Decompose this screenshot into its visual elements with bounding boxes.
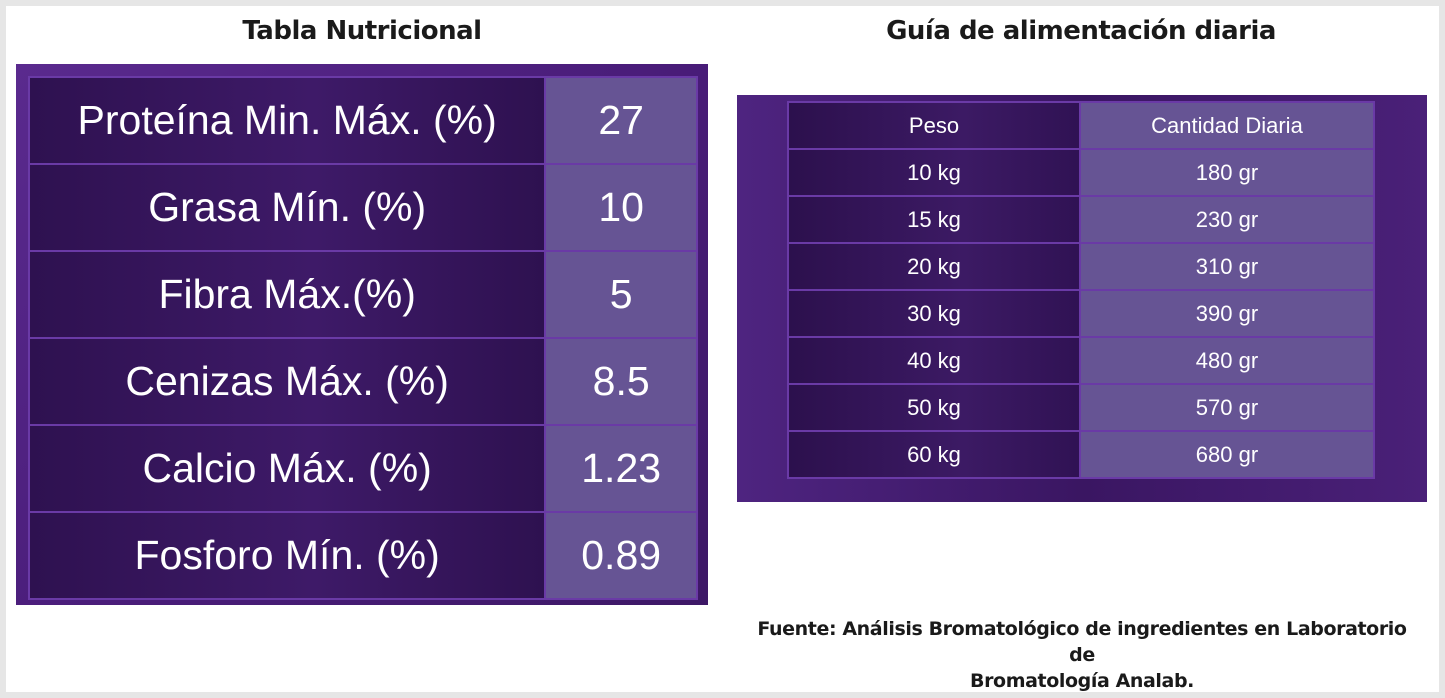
feeding-panel: Peso Cantidad Diaria 10 kg 180 gr 15 kg …	[737, 95, 1427, 502]
weight-cell: 30 kg	[787, 289, 1081, 338]
weight-cell: 20 kg	[787, 242, 1081, 291]
nutrient-value: 5	[544, 250, 698, 339]
weight-cell: 60 kg	[787, 430, 1081, 479]
table-row: Grasa Mín. (%) 10	[27, 163, 698, 252]
table-row: Fibra Máx.(%) 5	[27, 250, 698, 339]
feeding-table: Peso Cantidad Diaria 10 kg 180 gr 15 kg …	[787, 101, 1375, 479]
weight-cell: 10 kg	[787, 148, 1081, 197]
table-header-row: Peso Cantidad Diaria	[787, 101, 1375, 150]
amount-cell: 180 gr	[1079, 148, 1375, 197]
weight-cell: 15 kg	[787, 195, 1081, 244]
table-row: Proteína Min. Máx. (%) 27	[27, 76, 698, 165]
table-row: Fosforo Mín. (%) 0.89	[27, 511, 698, 600]
nutrient-label: Proteína Min. Máx. (%)	[27, 76, 547, 165]
table-row: Cenizas Máx. (%) 8.5	[27, 337, 698, 426]
amount-header: Cantidad Diaria	[1079, 101, 1375, 150]
table-row: 30 kg 390 gr	[787, 289, 1375, 338]
amount-cell: 230 gr	[1079, 195, 1375, 244]
nutrient-label: Grasa Mín. (%)	[27, 163, 547, 252]
source-note: Fuente: Análisis Bromatológico de ingred…	[746, 616, 1418, 694]
nutrient-label: Calcio Máx. (%)	[27, 424, 547, 513]
page: Tabla Nutricional Guía de alimentación d…	[6, 6, 1439, 692]
source-line-2: Bromatología Analab.	[970, 670, 1194, 692]
table-row: 15 kg 230 gr	[787, 195, 1375, 244]
amount-cell: 480 gr	[1079, 336, 1375, 385]
nutrition-panel: Proteína Min. Máx. (%) 27 Grasa Mín. (%)…	[16, 64, 708, 605]
table-row: 40 kg 480 gr	[787, 336, 1375, 385]
nutrient-value: 8.5	[544, 337, 698, 426]
nutrient-value: 27	[544, 76, 698, 165]
weight-cell: 50 kg	[787, 383, 1081, 432]
table-row: Calcio Máx. (%) 1.23	[27, 424, 698, 513]
nutrition-title: Tabla Nutricional	[242, 16, 482, 46]
amount-cell: 570 gr	[1079, 383, 1375, 432]
weight-header: Peso	[787, 101, 1081, 150]
nutrient-label: Cenizas Máx. (%)	[27, 337, 547, 426]
source-line-1: Fuente: Análisis Bromatológico de ingred…	[757, 618, 1407, 666]
table-row: 60 kg 680 gr	[787, 430, 1375, 479]
table-row: 20 kg 310 gr	[787, 242, 1375, 291]
amount-cell: 390 gr	[1079, 289, 1375, 338]
amount-cell: 680 gr	[1079, 430, 1375, 479]
nutrient-value: 0.89	[544, 511, 698, 600]
nutrient-value: 10	[544, 163, 698, 252]
nutrient-label: Fibra Máx.(%)	[27, 250, 547, 339]
weight-cell: 40 kg	[787, 336, 1081, 385]
amount-cell: 310 gr	[1079, 242, 1375, 291]
table-row: 10 kg 180 gr	[787, 148, 1375, 197]
feeding-title: Guía de alimentación diaria	[886, 16, 1276, 46]
nutrition-table: Proteína Min. Máx. (%) 27 Grasa Mín. (%)…	[27, 76, 698, 600]
nutrient-value: 1.23	[544, 424, 698, 513]
nutrient-label: Fosforo Mín. (%)	[27, 511, 547, 600]
table-row: 50 kg 570 gr	[787, 383, 1375, 432]
